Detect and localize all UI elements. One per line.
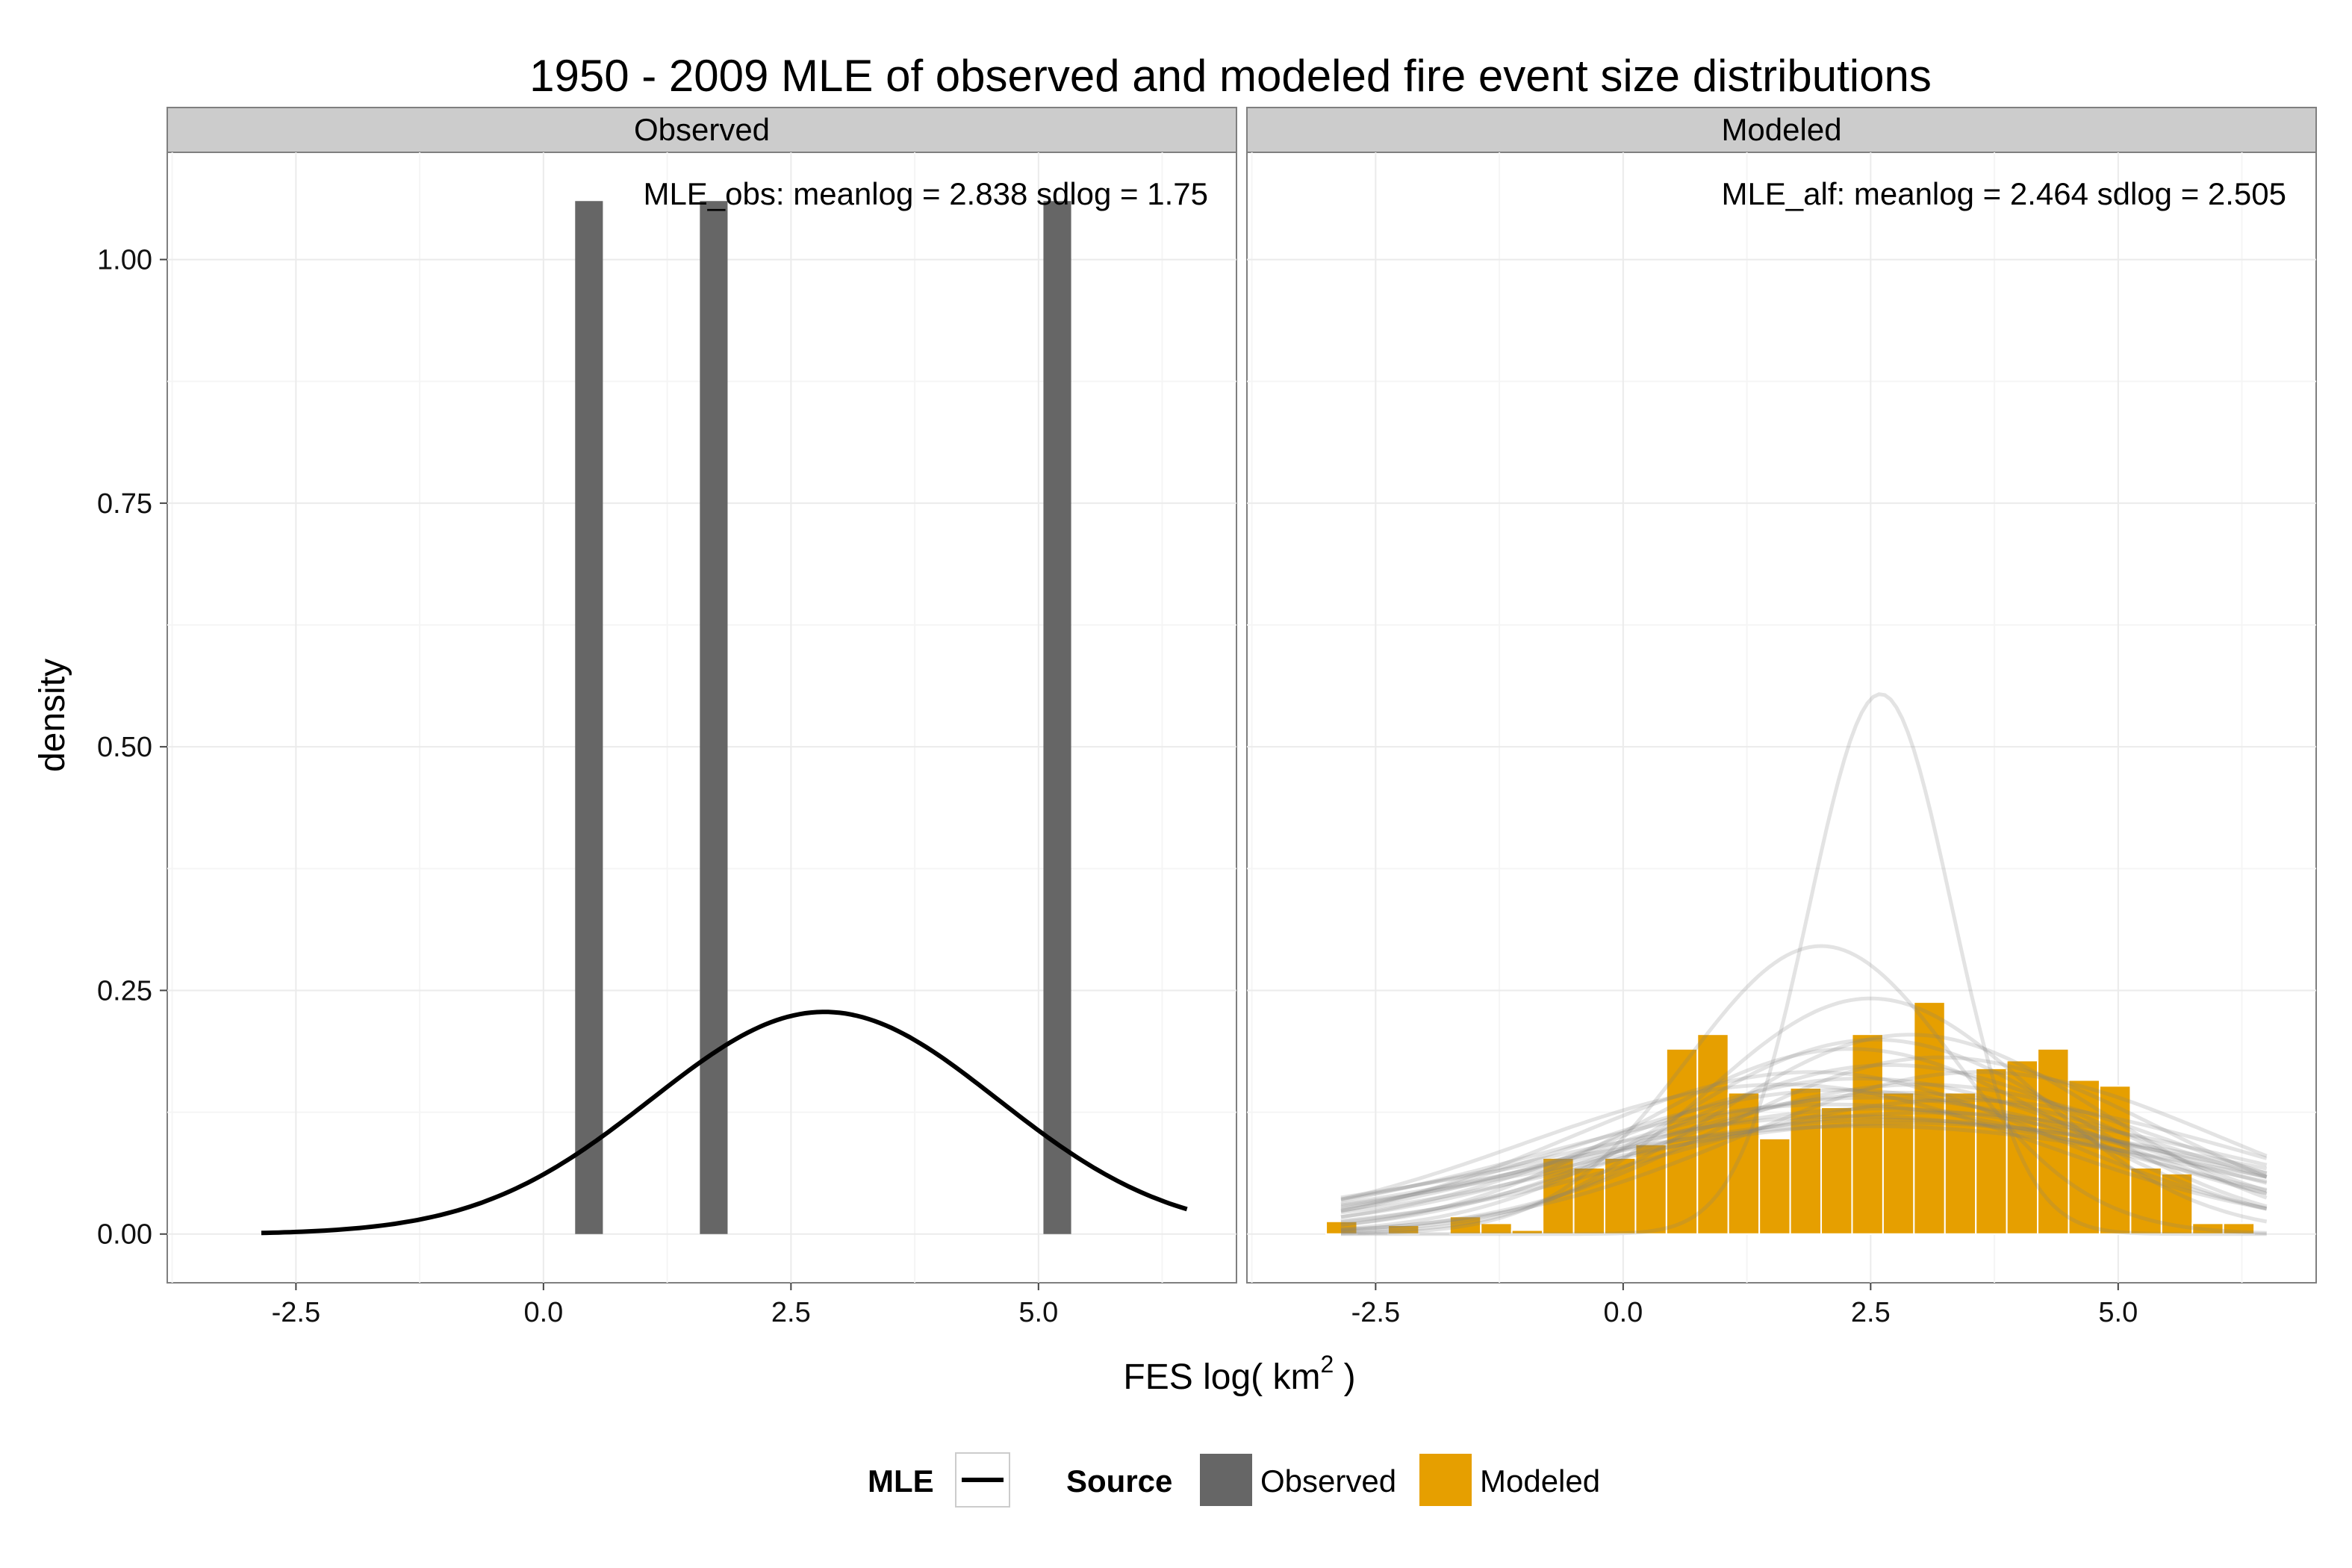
- panel-modeled-bars: [1325, 1001, 2256, 1235]
- modeled-bar: [2006, 1060, 2039, 1235]
- sample-density-curve: [1340, 1110, 2268, 1215]
- mle-density-curve: [261, 1009, 1188, 1236]
- panel-modeled-lines: [1340, 692, 2268, 1236]
- legend-source-title: Source: [1066, 1463, 1172, 1499]
- observed-bar: [700, 201, 728, 1234]
- sample-density-curve: [1340, 1107, 2268, 1210]
- x-axis-title-superscript: 2: [1320, 1351, 1334, 1378]
- panel-observed-strip-label: Observed: [634, 112, 770, 147]
- modeled-bar: [1387, 1224, 1420, 1235]
- sample-density-curve: [1340, 1090, 2268, 1219]
- modeled-bar: [2068, 1079, 2100, 1235]
- sample-density-curve: [1340, 1102, 2268, 1203]
- modeled-bar: [1542, 1157, 1575, 1235]
- y-axis-ticks: 0.00 0.25 0.50 0.75 1.00: [97, 245, 167, 1251]
- sample-density-curve: [1340, 1088, 2268, 1211]
- x-tick-label: 2.5: [1851, 1297, 1891, 1328]
- panel-observed-annotation: MLE_obs: meanlog = 2.838 sdlog = 1.75: [643, 176, 1208, 211]
- panel-observed: Observed MLE_obs: meanlog = 2.838 sdlog …: [167, 107, 1237, 1328]
- modeled-bar: [2098, 1085, 2132, 1235]
- sample-density-curve: [1340, 1124, 2268, 1200]
- sample-density-curve: [1340, 1047, 2268, 1227]
- modeled-bar: [1851, 1033, 1884, 1235]
- observed-bar: [575, 201, 603, 1234]
- x-tick-label: -2.5: [1351, 1297, 1400, 1328]
- modeled-bar: [1727, 1092, 1761, 1235]
- modeled-bar: [1789, 1086, 1823, 1235]
- sample-density-curve: [1340, 1121, 2268, 1207]
- panel-modeled-x-ticks: -2.5 0.0 2.5 5.0: [1351, 1283, 2138, 1328]
- sample-density-curve: [1340, 1083, 2268, 1211]
- x-axis-title-end: ): [1334, 1357, 1355, 1397]
- x-tick-label: 2.5: [771, 1297, 811, 1328]
- y-tick-label: 0.00: [97, 1219, 152, 1251]
- modeled-bar: [1758, 1137, 1791, 1235]
- y-axis-title: density: [33, 659, 72, 772]
- sample-density-curve: [1340, 1095, 2268, 1213]
- sample-density-curve: [1340, 1098, 2268, 1223]
- modeled-bar: [2160, 1172, 2194, 1235]
- panel-observed-strip: [167, 107, 1237, 153]
- sample-density-curve: [1340, 1063, 2268, 1227]
- panel-modeled-background: [1246, 152, 2317, 1284]
- modeled-bar: [1975, 1067, 2008, 1235]
- legend-observed-label: Observed: [1260, 1463, 1396, 1499]
- chart-title: 1950 - 2009 MLE of observed and modeled …: [529, 51, 1932, 101]
- sample-density-curve: [1340, 1033, 2268, 1233]
- sample-density-curve: [1340, 1083, 2268, 1225]
- modeled-bar: [1882, 1092, 1915, 1235]
- sample-density-curve: [1340, 1055, 2268, 1232]
- x-tick-label: 0.0: [1603, 1297, 1643, 1328]
- x-tick-label: 0.0: [523, 1297, 563, 1328]
- modeled-bar: [1820, 1107, 1853, 1235]
- sample-density-curve: [1340, 1114, 2268, 1201]
- observed-bar: [1043, 201, 1071, 1234]
- panel-modeled-strip-label: Modeled: [1721, 112, 1841, 147]
- modeled-bar: [1913, 1001, 1946, 1235]
- y-tick-label: 0.25: [97, 975, 152, 1007]
- legend-modeled-swatch: [1418, 1452, 1473, 1508]
- sample-density-curve: [1340, 996, 2268, 1235]
- sample-density-curve: [1340, 1070, 2268, 1213]
- legend: MLE Source Observed Modeled: [868, 1452, 1600, 1508]
- sample-density-curve: [1340, 1118, 2268, 1206]
- sample-density-curve: [1341, 692, 2267, 1236]
- legend-observed-swatch: [1198, 1452, 1254, 1508]
- x-tick-label: 5.0: [1018, 1297, 1058, 1328]
- legend-modeled-label: Modeled: [1480, 1463, 1600, 1499]
- modeled-bar: [2222, 1222, 2256, 1235]
- sample-density-curve: [1340, 1037, 2268, 1231]
- y-tick-label: 0.50: [97, 732, 152, 763]
- y-tick-label: 1.00: [97, 245, 152, 276]
- modeled-bar: [1696, 1033, 1729, 1235]
- x-tick-label: -2.5: [272, 1297, 320, 1328]
- modeled-bar: [1944, 1092, 1977, 1235]
- panel-modeled-annotation: MLE_alf: meanlog = 2.464 sdlog = 2.505: [1721, 176, 2286, 211]
- sample-density-curve: [1340, 944, 2267, 1236]
- legend-mle-title: MLE: [868, 1463, 934, 1499]
- modeled-bar: [1480, 1222, 1513, 1235]
- modeled-bar: [1325, 1220, 1358, 1235]
- x-tick-label: 5.0: [2098, 1297, 2138, 1328]
- sample-density-curve: [1340, 1077, 2268, 1219]
- x-axis-title: FES log( km2 ): [1123, 1351, 1355, 1397]
- y-tick-label: 0.75: [97, 488, 152, 520]
- x-axis-title-main: FES log( km: [1123, 1357, 1320, 1397]
- panel-modeled: Modeled MLE_alf: meanlog = 2.464 sdlog =…: [1246, 107, 2317, 1328]
- panel-observed-x-ticks: -2.5 0.0 2.5 5.0: [272, 1283, 1058, 1328]
- panel-observed-lines: [261, 1009, 1188, 1236]
- sample-density-curve: [1340, 1070, 2268, 1232]
